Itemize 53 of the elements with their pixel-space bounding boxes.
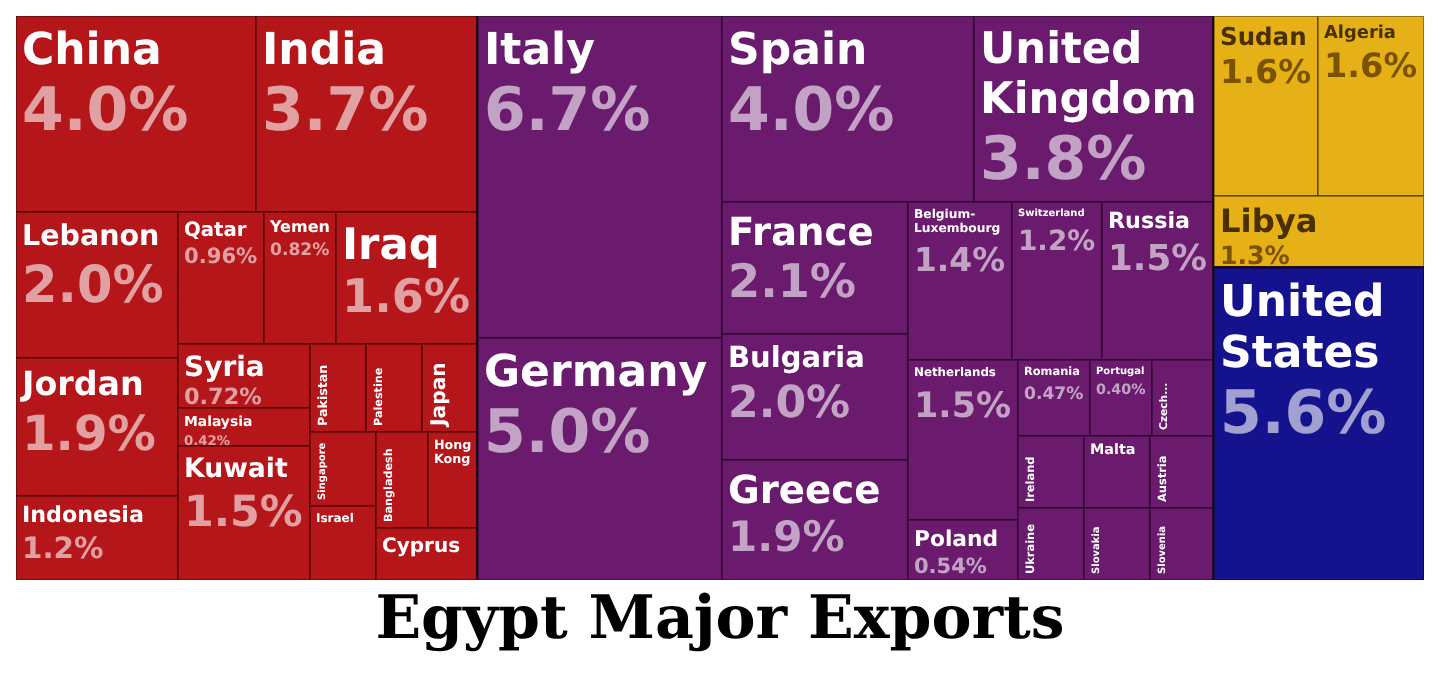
category-label: Jordan [20, 365, 144, 404]
data-label: 1.5% [1108, 237, 1208, 280]
category-label: Cyprus [382, 536, 461, 558]
category-label: India [262, 26, 386, 76]
data-label: 0.72% [184, 384, 262, 411]
category-label: Greece [728, 466, 881, 513]
category-label: United Kingdom [980, 25, 1197, 126]
data-label: 6.7% [484, 76, 651, 146]
category-label: Yemen [268, 218, 331, 236]
data-label: 2.0% [22, 255, 164, 316]
category-label: Algeria [1324, 23, 1396, 44]
data-label: 0.47% [1024, 384, 1085, 405]
category-label: France [728, 208, 874, 255]
data-label: 4.0% [22, 76, 189, 146]
data-label: 4.0% [728, 76, 895, 146]
data-label: 2.0% [728, 379, 851, 430]
data-label: 1.9% [728, 512, 845, 561]
data-label: 5.6% [1220, 378, 1387, 449]
category-label: China [22, 26, 162, 76]
category-label: Sudan [1220, 22, 1307, 51]
data-label: 1.6% [1220, 53, 1312, 92]
category-label: Kuwait [184, 454, 289, 485]
data-label: 0.54% [914, 554, 988, 579]
category-label: Lebanon [22, 220, 160, 253]
data-label: 1.9% [22, 405, 156, 462]
data-label: 1.5% [184, 487, 303, 538]
data-label: 0.96% [184, 244, 259, 269]
category-label: Indonesia [22, 502, 144, 529]
category-label: Spain [728, 26, 868, 76]
category-label: Germany [484, 348, 708, 398]
category-label: Iraq [342, 221, 440, 272]
category-label: Japan [429, 362, 452, 428]
data-label: 1.2% [22, 531, 105, 566]
category-label: Poland [914, 525, 999, 552]
category-label: Libya [1220, 202, 1318, 241]
data-label: 5.0% [484, 398, 651, 468]
data-label: 1.6% [1324, 45, 1418, 86]
data-label: 2.1% [728, 256, 857, 309]
category-label: United States [1220, 278, 1385, 379]
text: Egypt Major Exports [373, 582, 1067, 658]
data-label: 1.5% [914, 386, 1012, 427]
data-label: 1.3% [1220, 239, 1291, 270]
category-label: Qatar [184, 219, 247, 242]
data-label: 1.2% [1018, 225, 1096, 258]
data-label: 1.4% [914, 241, 1006, 280]
category-label: Italy [484, 26, 595, 76]
data-label: 3.8% [980, 125, 1147, 196]
category-label: Syria [184, 352, 265, 384]
category-label: Russia [1108, 208, 1190, 235]
category-label: Bulgaria [728, 343, 865, 375]
data-label: 1.6% [342, 271, 471, 324]
data-label: 3.7% [262, 76, 429, 146]
data-label: 0.82% [270, 241, 331, 262]
